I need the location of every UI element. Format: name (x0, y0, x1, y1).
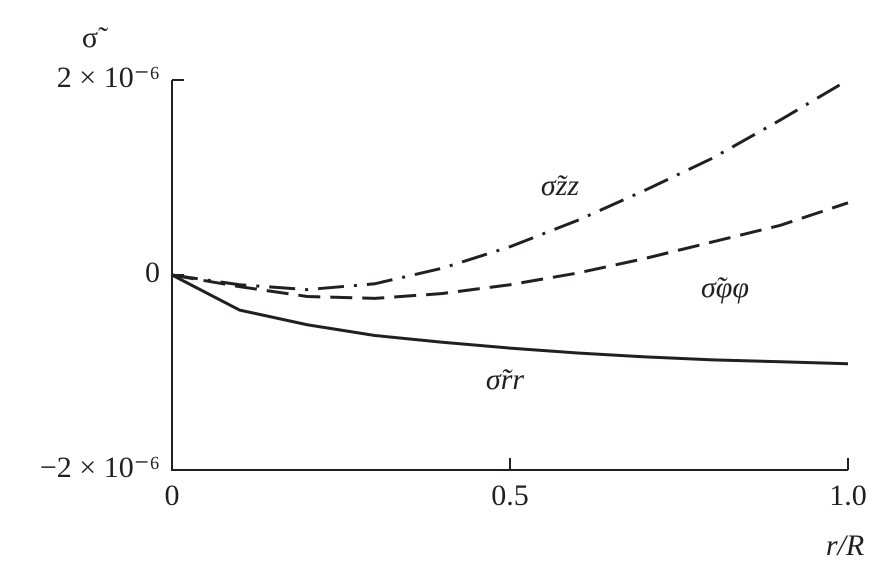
series-line (171, 201, 849, 300)
series-label: σ̃φφ (701, 271, 749, 304)
x-axis-label: r/R (826, 529, 864, 562)
x-tick-label: 0 (165, 479, 180, 512)
x-tick-label: 0.5 (491, 479, 529, 512)
y-tick-label: 2 × 10⁻⁶ (57, 61, 160, 94)
series-label: σ̃zz (541, 169, 579, 202)
series-line (171, 78, 849, 292)
x-tick-label: 1.0 (829, 479, 867, 512)
y-tick-label: −2 × 10⁻⁶ (40, 451, 160, 484)
y-axis-label: σ̃ (82, 21, 108, 54)
y-tick-label: 0 (145, 256, 160, 289)
series-line (171, 273, 849, 366)
series-label: σ̃rr (486, 363, 524, 396)
